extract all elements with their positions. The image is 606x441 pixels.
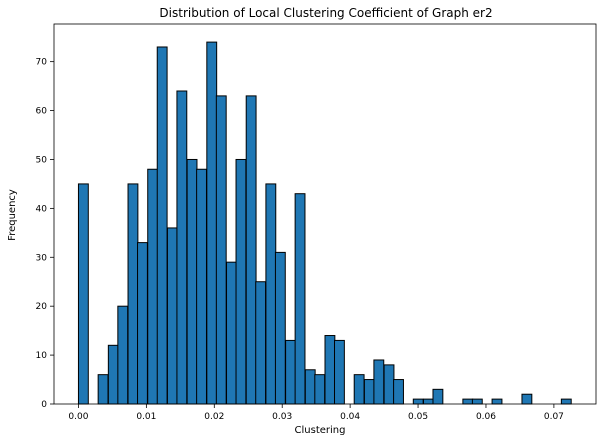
x-tick-label: 0.02 xyxy=(204,412,224,422)
x-axis-ticks: 0.00 0.01 0.02 0.03 0.04 0.05 0.06 0.07 xyxy=(68,404,564,422)
histogram-bar xyxy=(363,379,375,405)
histogram-bar xyxy=(422,398,434,405)
histogram-bar xyxy=(97,374,109,405)
histogram-bar xyxy=(491,398,503,405)
chart-title: Distribution of Local Clustering Coeffic… xyxy=(159,6,492,20)
y-tick-label: 50 xyxy=(36,155,48,165)
histogram-bar xyxy=(462,398,474,405)
histogram-bar xyxy=(117,305,129,405)
x-tick-label: 0.00 xyxy=(68,412,88,422)
y-tick-label: 70 xyxy=(36,58,48,68)
bars-group xyxy=(77,41,572,405)
x-tick-label: 0.01 xyxy=(136,412,156,422)
histogram-bar xyxy=(274,251,286,405)
y-tick-label: 40 xyxy=(36,204,48,214)
histogram-bar xyxy=(176,90,188,405)
histogram-bar xyxy=(521,393,533,405)
histogram-bar xyxy=(324,335,336,405)
x-axis-label: Clustering xyxy=(295,425,346,436)
histogram-bar xyxy=(383,364,395,405)
histogram-bar xyxy=(412,398,424,405)
y-tick-label: 0 xyxy=(41,400,47,410)
histogram-bar xyxy=(285,339,296,405)
histogram-bar xyxy=(294,193,306,405)
y-axis-ticks: 0 10 20 30 40 50 60 70 xyxy=(36,58,54,410)
x-tick-label: 0.05 xyxy=(408,412,428,422)
histogram-bar xyxy=(314,374,326,405)
y-axis-label: Frequency xyxy=(7,189,18,241)
histogram-bar xyxy=(196,168,207,405)
histogram-bar xyxy=(215,95,227,405)
histogram-bar xyxy=(186,158,198,405)
histogram-bar xyxy=(245,95,257,405)
y-tick-label: 10 xyxy=(36,351,48,361)
histogram-bar xyxy=(107,344,119,405)
y-tick-label: 60 xyxy=(36,107,48,117)
y-tick-label: 20 xyxy=(36,302,48,312)
histogram-bar xyxy=(373,359,385,405)
histogram-bar xyxy=(127,183,139,405)
histogram-bar xyxy=(334,339,345,405)
histogram-bar xyxy=(206,41,218,405)
x-tick-label: 0.07 xyxy=(544,412,564,422)
histogram-bar xyxy=(147,168,159,405)
histogram-bar xyxy=(156,46,168,405)
histogram-bar xyxy=(304,369,316,405)
histogram-bar xyxy=(77,183,89,405)
y-tick-label: 30 xyxy=(36,253,48,263)
x-tick-label: 0.06 xyxy=(476,412,496,422)
x-tick-label: 0.03 xyxy=(272,412,292,422)
histogram-bar xyxy=(235,158,247,405)
plot-frame xyxy=(53,23,597,405)
histogram-bar xyxy=(471,398,483,405)
histogram-bar xyxy=(353,374,365,405)
x-tick-label: 0.04 xyxy=(340,412,360,422)
histogram-bar xyxy=(166,227,178,405)
histogram-bar xyxy=(265,183,277,405)
histogram-bar xyxy=(393,379,404,405)
histogram-bar xyxy=(226,261,237,405)
histogram-bar xyxy=(560,398,572,405)
histogram-bar xyxy=(255,281,267,405)
histogram-bar xyxy=(432,388,444,405)
histogram-bar xyxy=(137,242,148,405)
